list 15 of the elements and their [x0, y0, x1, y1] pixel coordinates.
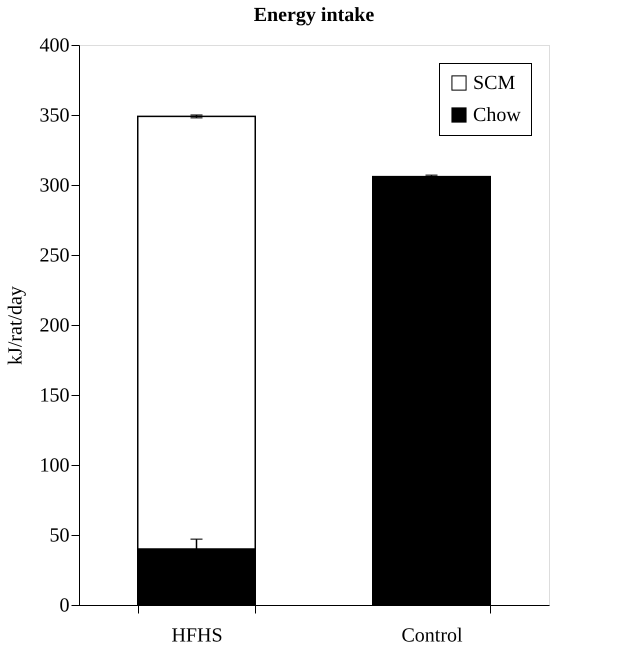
legend-label: Chow — [473, 104, 522, 126]
y-tick-label: 200 — [40, 314, 70, 336]
y-tick-label: 0 — [60, 594, 70, 616]
y-tick-label: 300 — [40, 174, 70, 196]
y-tick-label: 100 — [40, 454, 70, 476]
x-tick-label: Control — [401, 624, 463, 646]
y-tick-label: 400 — [40, 34, 70, 56]
y-tick-label: 50 — [50, 524, 70, 546]
y-tick-label: 350 — [40, 104, 70, 126]
y-tick-label: 250 — [40, 244, 70, 266]
y-axis-title: kJ/rat/day — [4, 286, 26, 365]
x-tick-label: HFHS — [171, 624, 223, 646]
legend-label: SCM — [473, 72, 516, 94]
y-tick-label: 150 — [40, 384, 70, 406]
chart-title: Energy intake — [254, 4, 374, 26]
